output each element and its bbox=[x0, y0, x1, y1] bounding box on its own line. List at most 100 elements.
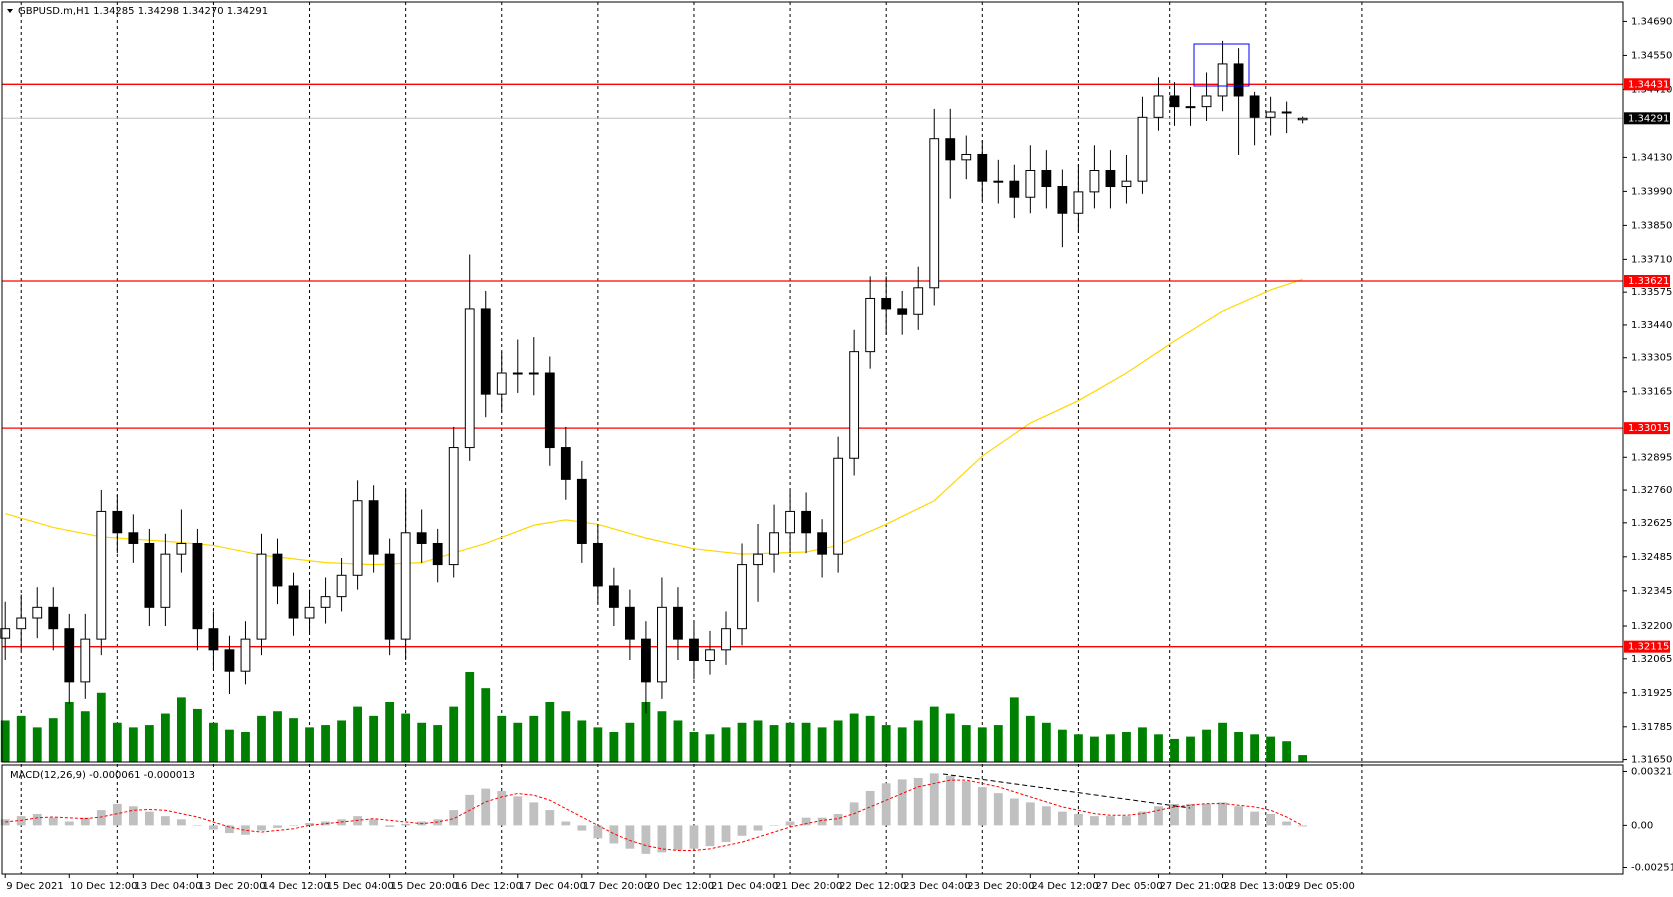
candle-body bbox=[1057, 186, 1068, 214]
macd-bar bbox=[545, 810, 555, 826]
macd-bar bbox=[1025, 802, 1035, 826]
volume-bar bbox=[1202, 729, 1211, 762]
volume-bar bbox=[1218, 722, 1227, 762]
volume-bar bbox=[32, 727, 42, 762]
candle-body bbox=[320, 596, 331, 608]
main-panel-border bbox=[1, 1, 1624, 763]
x-tick-label: 27 Dec 21:00 bbox=[1159, 881, 1226, 892]
y-tick-label: 1.32625 bbox=[1631, 518, 1672, 529]
candle-body bbox=[1217, 63, 1228, 97]
volume-bar bbox=[80, 711, 90, 762]
candle-body bbox=[705, 649, 715, 662]
candle-body bbox=[1025, 170, 1036, 198]
candle-body bbox=[673, 606, 683, 640]
candle-body bbox=[1233, 63, 1244, 97]
volume-bar bbox=[1250, 734, 1259, 762]
macd-bar bbox=[561, 821, 571, 826]
volume-bar bbox=[1186, 736, 1195, 762]
volume-bar bbox=[273, 711, 282, 762]
x-tick-label: 23 Dec 20:00 bbox=[967, 881, 1034, 892]
candle-body bbox=[1297, 117, 1308, 121]
candle-body bbox=[480, 308, 491, 395]
volume-bar bbox=[1122, 732, 1131, 762]
macd-bar bbox=[209, 825, 218, 830]
macd-bar bbox=[1298, 825, 1308, 827]
macd-bar bbox=[737, 825, 747, 836]
volume-bar bbox=[305, 727, 314, 762]
volume-bar bbox=[433, 725, 443, 762]
candle-body bbox=[592, 542, 603, 587]
volume-bar bbox=[1073, 734, 1083, 762]
candle-body bbox=[160, 553, 171, 608]
volume-bar bbox=[577, 720, 587, 762]
macd-bar bbox=[1202, 803, 1211, 826]
macd-bar bbox=[1250, 811, 1259, 826]
x-tick-label: 15 Dec 04:00 bbox=[327, 881, 394, 892]
candle-body bbox=[1073, 191, 1084, 214]
candle-body bbox=[224, 649, 235, 672]
chart-title: GBPUSD.m,H1 1.34285 1.34298 1.34270 1.34… bbox=[18, 6, 268, 17]
macd-bar bbox=[1106, 816, 1115, 826]
volume-bar bbox=[321, 725, 330, 762]
x-tick-label: 29 Dec 05:00 bbox=[1288, 881, 1355, 892]
macd-bar bbox=[721, 825, 731, 842]
candle-body bbox=[1121, 180, 1132, 188]
macd-bar bbox=[881, 783, 891, 826]
level-label: 1.33621 bbox=[1628, 276, 1669, 287]
level-label-box bbox=[1624, 422, 1670, 435]
level-label: 1.32115 bbox=[1628, 642, 1669, 653]
y-tick-label: 1.33305 bbox=[1631, 353, 1672, 364]
macd-bar bbox=[673, 825, 683, 851]
candle-body bbox=[897, 308, 908, 315]
candle-body bbox=[1265, 111, 1276, 118]
macd-bar bbox=[321, 821, 330, 826]
candle-body bbox=[913, 287, 924, 315]
macd-bar bbox=[577, 825, 587, 831]
volume-bar bbox=[545, 702, 555, 762]
y-tick-label: 1.31650 bbox=[1631, 755, 1672, 766]
y-tick-label: 1.32345 bbox=[1631, 586, 1672, 597]
candle-body bbox=[128, 532, 139, 544]
candle-body bbox=[304, 606, 315, 619]
macd-bar bbox=[1009, 798, 1019, 826]
macd-bar bbox=[1266, 813, 1276, 826]
macd-bar bbox=[769, 825, 779, 826]
y-tick-label: 1.33575 bbox=[1631, 287, 1672, 298]
candle-body bbox=[64, 628, 75, 683]
macd-bar bbox=[929, 773, 939, 826]
candle-body bbox=[288, 585, 299, 619]
y-tick-label: 1.31785 bbox=[1631, 722, 1672, 733]
x-tick-label: 16 Dec 12:00 bbox=[455, 881, 522, 892]
macd-bar bbox=[160, 816, 170, 826]
volume-bar bbox=[1090, 736, 1099, 762]
volume-bar bbox=[817, 727, 827, 762]
volume-bar bbox=[1298, 755, 1308, 762]
highlight-box bbox=[1193, 43, 1250, 87]
menu-arrow[interactable] bbox=[7, 9, 13, 13]
candle-body bbox=[528, 372, 539, 375]
y-tick-label: 1.33850 bbox=[1631, 220, 1672, 231]
macd-bar bbox=[64, 821, 74, 826]
volume-bar bbox=[881, 725, 891, 762]
volume-bar bbox=[945, 713, 955, 762]
volume-bar bbox=[1154, 734, 1163, 762]
candle-body bbox=[721, 628, 731, 651]
macd-bar bbox=[369, 819, 379, 826]
y-tick-label: 1.32895 bbox=[1631, 452, 1672, 463]
x-tick-label: 10 Dec 12:00 bbox=[70, 881, 137, 892]
candle-body bbox=[112, 510, 123, 534]
moving-average bbox=[5, 278, 1303, 566]
trend-line bbox=[942, 773, 1191, 809]
volume-bar bbox=[257, 715, 266, 762]
macd-bar bbox=[817, 817, 827, 826]
macd-bar bbox=[625, 825, 635, 849]
volume-bar bbox=[657, 711, 667, 762]
macd-bar bbox=[657, 825, 667, 853]
macd-bar bbox=[1090, 816, 1099, 826]
volume-bar bbox=[1266, 736, 1276, 762]
macd-bar bbox=[609, 825, 619, 844]
volume-bar bbox=[641, 702, 651, 762]
macd-bar bbox=[705, 825, 715, 847]
